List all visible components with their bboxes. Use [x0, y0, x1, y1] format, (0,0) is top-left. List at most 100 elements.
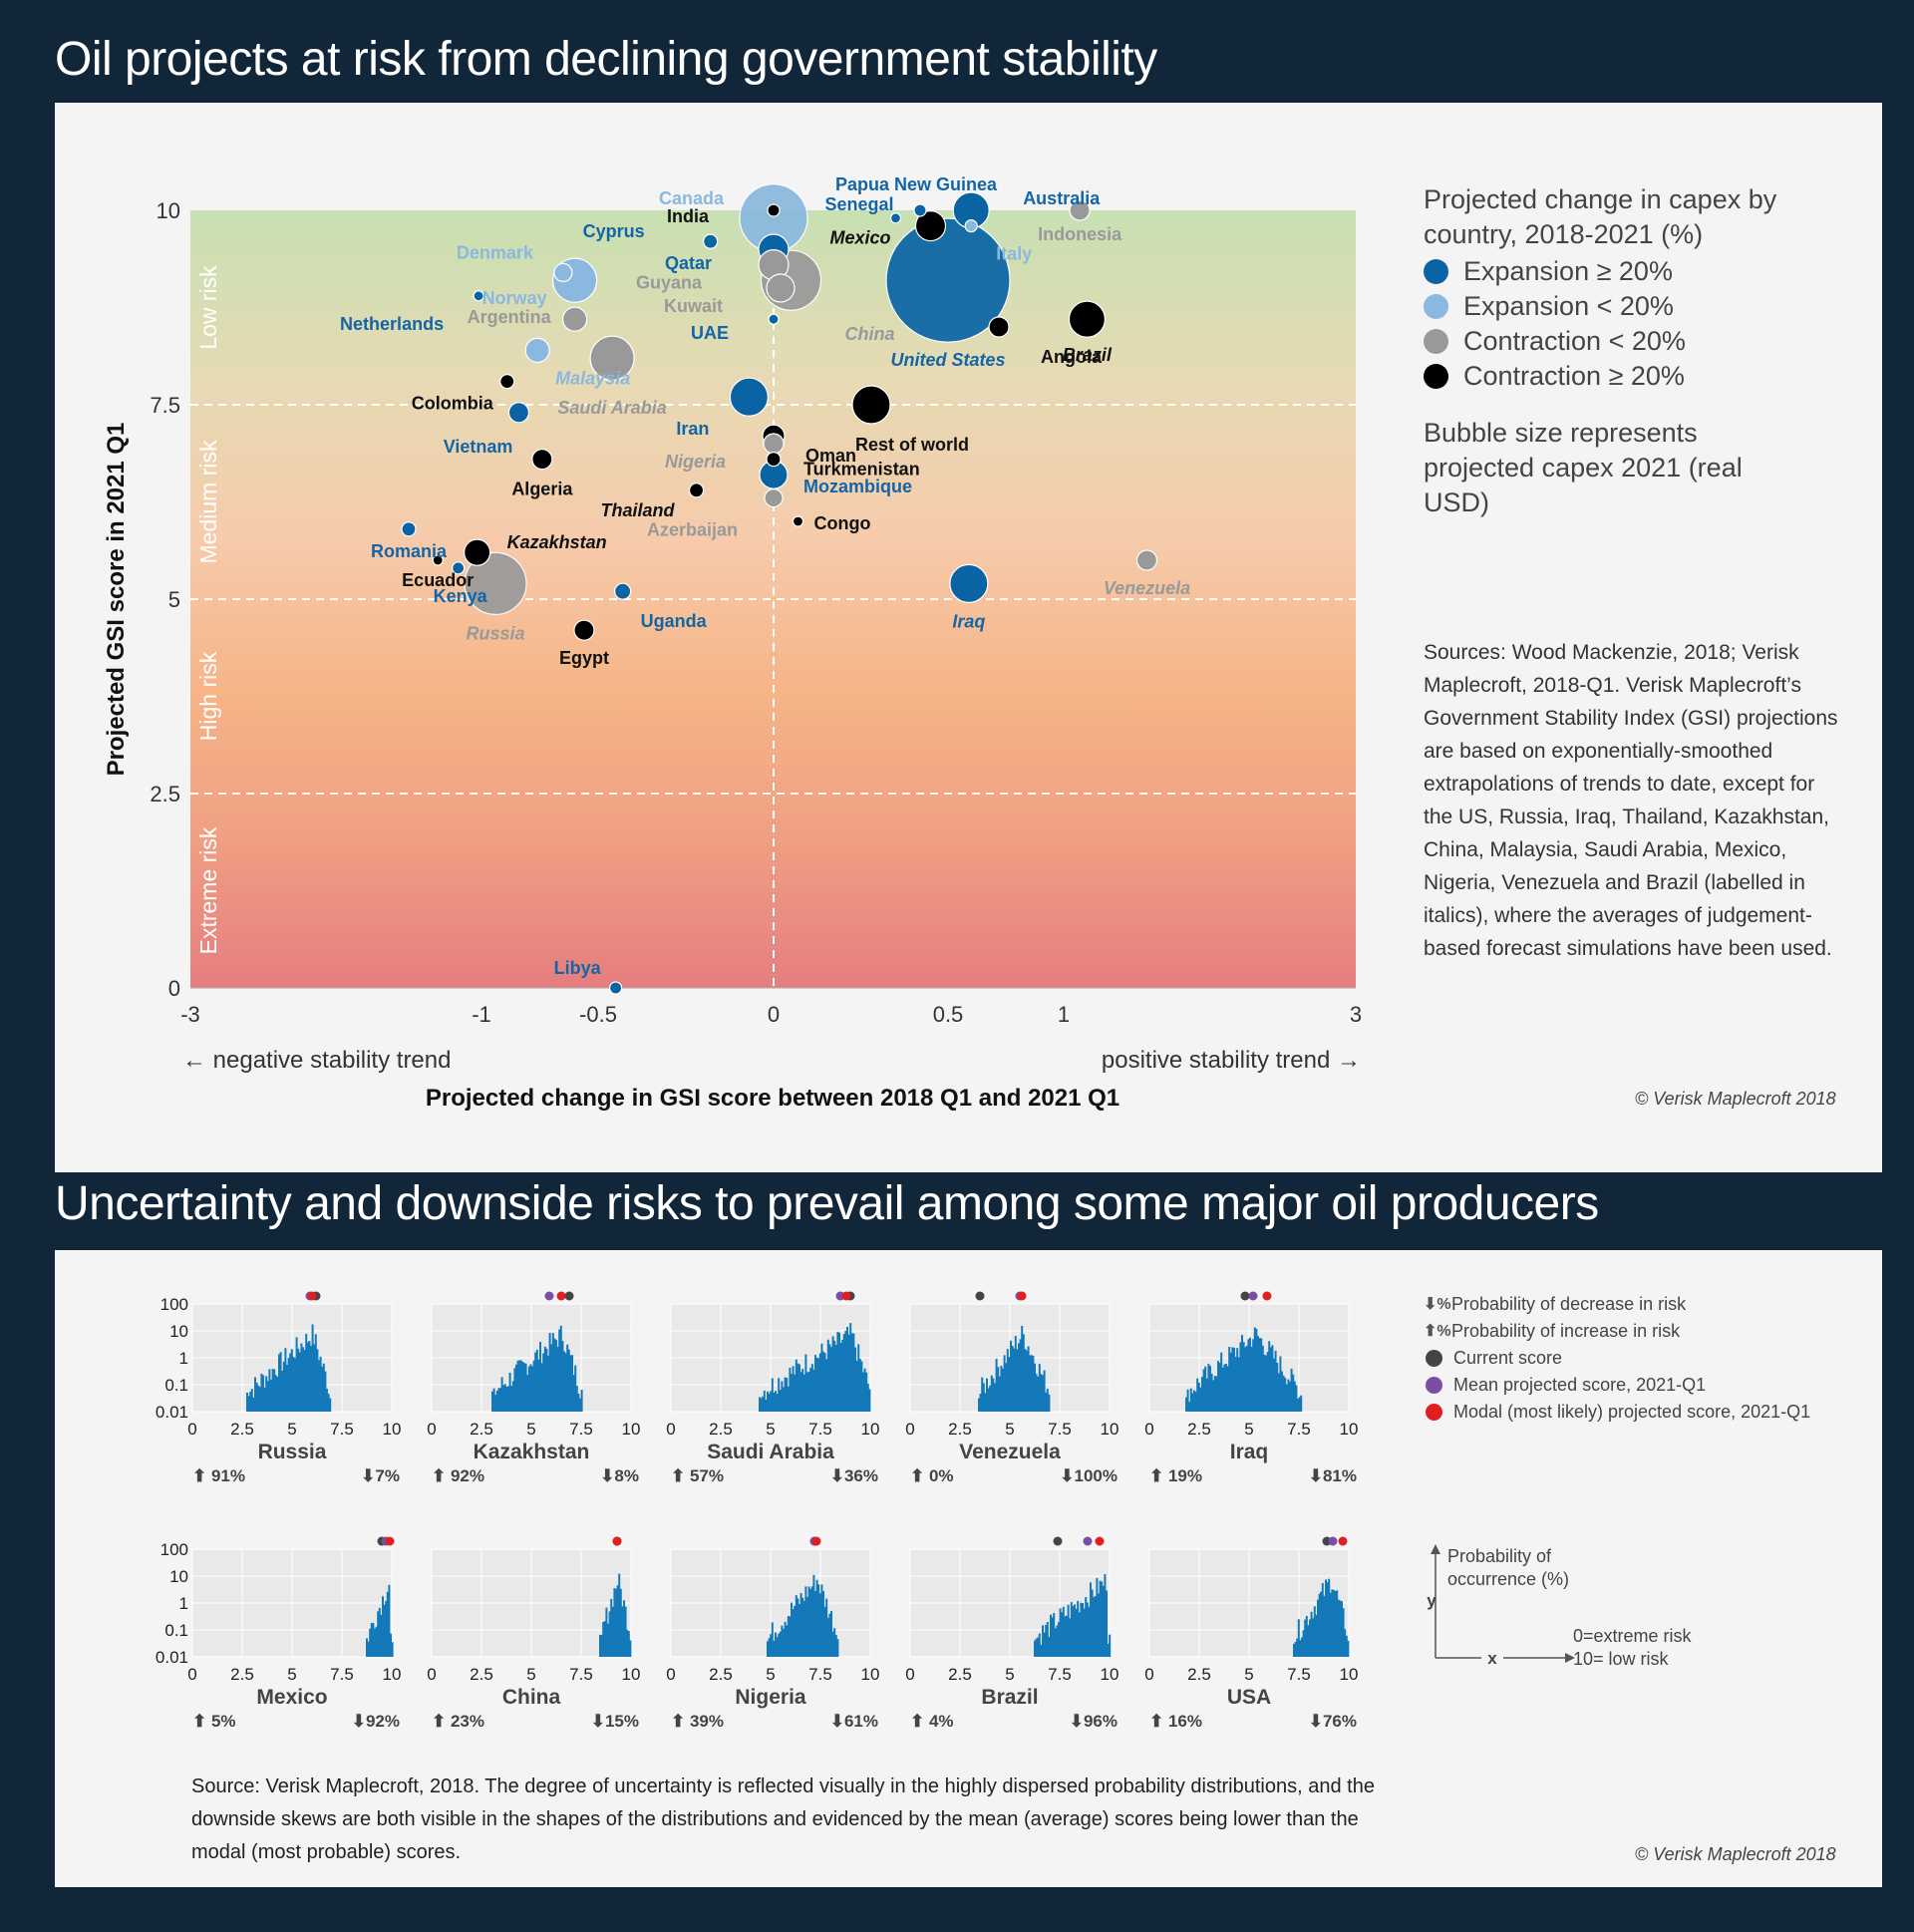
hist-bar — [1320, 1591, 1323, 1657]
hist-bar — [1043, 1370, 1046, 1412]
hist-bar — [1215, 1376, 1218, 1412]
histogram-legend-item: Mean projected score, 2021-Q1 — [1424, 1372, 1810, 1399]
hist-bar — [1347, 1640, 1350, 1657]
hist-bar — [1054, 1628, 1057, 1657]
hist-bar — [618, 1573, 621, 1657]
hist-bar — [1022, 1334, 1025, 1412]
hist-y-tick: 10 — [169, 1567, 188, 1586]
bubble-label: Argentina — [468, 307, 552, 327]
hist-bar — [270, 1380, 272, 1412]
explainer-desc-line-2: occurrence (%) — [1447, 1569, 1569, 1589]
current-score-marker — [1240, 1291, 1250, 1301]
hist-x-tick: 2.5 — [948, 1665, 972, 1684]
y-tick-label: 7.5 — [150, 393, 180, 418]
hist-x-tick: 10 — [861, 1420, 880, 1439]
country-label: Brazil — [981, 1686, 1038, 1709]
hist-bar — [308, 1341, 311, 1412]
hist-bar — [1210, 1374, 1213, 1412]
modal-score-marker — [612, 1536, 622, 1546]
hist-bar — [495, 1391, 498, 1412]
hist-bar — [783, 1628, 785, 1657]
hist-bar — [385, 1600, 388, 1657]
hist-bar — [778, 1633, 781, 1657]
hist-bar — [1062, 1606, 1065, 1657]
hist-x-tick: 0 — [427, 1665, 436, 1684]
hist-bar — [860, 1361, 863, 1412]
hist-bar — [556, 1346, 559, 1412]
hist-bar — [616, 1585, 619, 1657]
hist-bar — [577, 1393, 580, 1412]
hist-bar — [809, 1588, 812, 1657]
hist-bar — [997, 1367, 1000, 1412]
hist-x-tick: 10 — [622, 1420, 641, 1439]
hist-bar — [1345, 1635, 1348, 1657]
legend-swatch — [1424, 364, 1448, 389]
hist-bar — [374, 1628, 376, 1657]
hist-x-tick: 10 — [1340, 1665, 1359, 1684]
hist-bar — [539, 1342, 541, 1412]
hist-bar — [1059, 1608, 1062, 1657]
hist-bar — [775, 1632, 777, 1657]
hist-bar — [257, 1385, 260, 1412]
explainer-x-label: x — [1487, 1649, 1497, 1668]
hist-bar — [311, 1324, 314, 1412]
hist-bar — [784, 1377, 787, 1412]
hist-bar — [1046, 1622, 1049, 1657]
mean-score-marker — [544, 1291, 554, 1301]
hist-x-tick: 2.5 — [1187, 1665, 1211, 1684]
decrease-probability: ⬇36% — [830, 1466, 878, 1485]
hist-bar — [302, 1347, 304, 1412]
hist-bar — [571, 1355, 573, 1412]
hist-bar — [382, 1596, 384, 1657]
hist-bar — [1207, 1364, 1210, 1412]
hist-bar — [798, 1604, 800, 1657]
hist-bar — [984, 1393, 987, 1412]
hist-bar — [1312, 1618, 1315, 1657]
hist-bar — [1050, 1614, 1052, 1657]
hist-bar — [1058, 1622, 1060, 1657]
bubble-label: Mozambique — [803, 477, 912, 496]
increase-probability: ⬆ 5% — [192, 1712, 236, 1731]
hist-bar — [250, 1389, 253, 1412]
bubble-label: Vietnam — [444, 437, 513, 457]
hist-bar — [1037, 1376, 1040, 1412]
hist-bar — [542, 1353, 545, 1412]
hist-x-tick: 2.5 — [709, 1665, 733, 1684]
hist-bar — [1234, 1356, 1237, 1412]
hist-bar — [841, 1339, 844, 1412]
hist-bar — [823, 1606, 826, 1657]
hist-bar — [1285, 1384, 1288, 1412]
bottom-title: Uncertainty and downside risks to prevai… — [55, 1177, 1599, 1230]
hist-bar — [801, 1369, 804, 1412]
hist-bar — [543, 1346, 546, 1412]
hist-bar — [1271, 1345, 1274, 1412]
bubble-united-states — [885, 217, 1011, 343]
hist-x-tick: 5 — [1005, 1665, 1014, 1684]
histogram-legend-item: Current score — [1424, 1345, 1810, 1372]
hist-bar — [1233, 1347, 1235, 1412]
hist-bar — [776, 1394, 779, 1412]
hist-bar — [767, 1391, 769, 1412]
hist-bar — [553, 1338, 556, 1412]
hist-y-tick: 10 — [169, 1322, 188, 1341]
hist-bar — [1099, 1580, 1102, 1657]
bubble-senegal — [889, 212, 902, 224]
hist-bar — [370, 1622, 373, 1657]
hist-bar — [281, 1370, 284, 1412]
hist-bar — [1304, 1619, 1307, 1657]
hist-bar — [802, 1374, 805, 1412]
hist-bar — [367, 1641, 370, 1657]
hist-x-tick: 2.5 — [709, 1420, 733, 1439]
hist-bar — [1021, 1325, 1024, 1412]
increase-probability: ⬆ 19% — [1149, 1466, 1202, 1485]
risk-band-label: Low risk — [195, 265, 221, 350]
hist-x-tick: 10 — [1101, 1665, 1119, 1684]
bubble-label: Egypt — [559, 648, 609, 668]
hist-bar — [1331, 1589, 1334, 1657]
hist-bar — [1032, 1356, 1035, 1412]
hist-bar — [791, 1602, 793, 1657]
bubble-label: Congo — [814, 513, 871, 533]
hist-bar — [563, 1351, 565, 1412]
country-label: USA — [1227, 1686, 1271, 1709]
